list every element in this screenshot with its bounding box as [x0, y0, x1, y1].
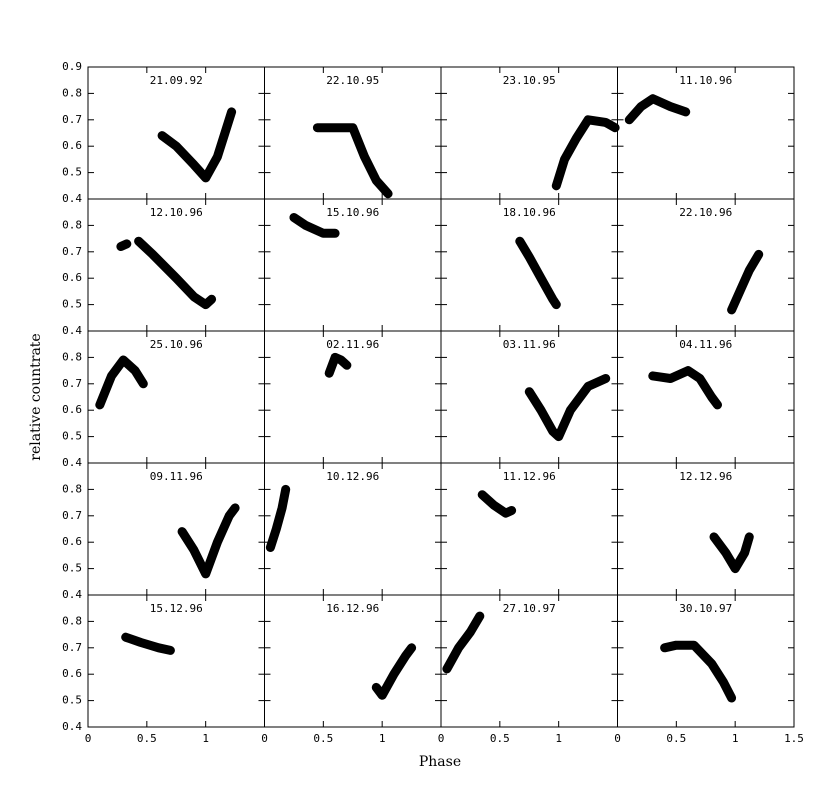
y-tick-label: 0.7: [62, 245, 82, 258]
panel-title: 03.11.96: [503, 338, 556, 351]
x-tick-label: 0: [614, 732, 621, 745]
panel-title: 30.10.97: [679, 602, 732, 615]
panel-title: 15.10.96: [326, 206, 379, 219]
x-tick-label: 1: [555, 732, 562, 745]
light-curve: [121, 632, 175, 655]
panel-title: 09.11.96: [150, 470, 203, 483]
light-curve: [515, 236, 561, 310]
x-tick-label: 0: [85, 732, 92, 745]
panel-title: 04.11.96: [679, 338, 732, 351]
panel-title: 12.10.96: [150, 206, 203, 219]
light-curve: [324, 352, 352, 378]
y-tick-label: 0.7: [62, 377, 82, 390]
panel-title: 27.10.97: [503, 602, 556, 615]
x-tick-label: 1: [732, 732, 739, 745]
y-tick-label: 0.8: [62, 86, 82, 99]
light-curve: [727, 249, 764, 315]
panel-title: 22.10.95: [326, 74, 379, 87]
y-tick-label: 0.7: [62, 509, 82, 522]
y-tick-label: 0.6: [62, 667, 82, 680]
x-tick-label: 0: [261, 732, 268, 745]
x-tick-label: 0.5: [137, 732, 157, 745]
light-curve: [442, 611, 485, 674]
x-tick-label: 0.5: [666, 732, 686, 745]
y-tick-label: 0.4: [62, 456, 82, 469]
y-tick-label: 0.5: [62, 562, 82, 575]
x-axis-label: Phase: [419, 754, 461, 770]
x-tick-label: 0: [438, 732, 445, 745]
light-curve: [709, 532, 754, 574]
x-tick-label: 0.5: [313, 732, 333, 745]
y-tick-label: 0.4: [62, 720, 82, 733]
y-tick-label: 0.6: [62, 535, 82, 548]
y-tick-label: 0.5: [62, 298, 82, 311]
panel-title: 16.12.96: [326, 602, 379, 615]
light-curve: [265, 484, 291, 552]
light-curve: [289, 213, 340, 238]
panel-title: 18.10.96: [503, 206, 556, 219]
panel-frame: [617, 594, 795, 728]
light-curve: [371, 643, 417, 700]
light-curve: [177, 503, 240, 579]
light-curve: [660, 640, 737, 703]
panel-title: 22.10.96: [679, 206, 732, 219]
light-curve: [116, 239, 132, 251]
x-tick-label: 1.5: [784, 732, 804, 745]
light-curve: [524, 374, 611, 442]
y-tick-label: 0.5: [62, 430, 82, 443]
y-tick-label: 0.8: [62, 614, 82, 627]
panel-title: 10.12.96: [326, 470, 379, 483]
panel-title: 12.12.96: [679, 470, 732, 483]
light-curve: [95, 355, 148, 410]
x-tick-label: 1: [379, 732, 386, 745]
y-tick-label: 0.4: [62, 192, 82, 205]
light-curve: [157, 107, 237, 183]
x-tick-label: 0.5: [490, 732, 510, 745]
panel-title: 21.09.92: [150, 74, 203, 87]
y-tick-label: 0.5: [62, 694, 82, 707]
light-curve: [624, 94, 691, 125]
light-curve: [477, 490, 517, 518]
y-tick-label: 0.8: [62, 350, 82, 363]
y-tick-label: 0.7: [62, 113, 82, 126]
x-tick-label: 1: [202, 732, 209, 745]
panel-title: 15.12.96: [150, 602, 203, 615]
y-tick-label: 0.5: [62, 166, 82, 179]
light-curve: [551, 115, 620, 191]
panel-title: 23.10.95: [503, 74, 556, 87]
y-tick-label: 0.7: [62, 641, 82, 654]
y-tick-label: 0.6: [62, 403, 82, 416]
y-tick-label: 0.4: [62, 324, 82, 337]
panel-title: 25.10.96: [150, 338, 203, 351]
panel-title: 11.10.96: [679, 74, 732, 87]
panel-title: 02.11.96: [326, 338, 379, 351]
light-curve: [648, 366, 722, 410]
y-tick-label: 0.9: [62, 60, 82, 73]
y-axis-label: relative countrate: [28, 333, 44, 460]
light-curve: [134, 236, 217, 310]
y-tick-label: 0.6: [62, 271, 82, 284]
y-tick-label: 0.4: [62, 588, 82, 601]
y-tick-label: 0.8: [62, 482, 82, 495]
panel-title: 11.12.96: [503, 470, 556, 483]
light-curve: [312, 123, 393, 199]
y-tick-label: 0.8: [62, 218, 82, 231]
y-tick-label: 0.6: [62, 139, 82, 152]
